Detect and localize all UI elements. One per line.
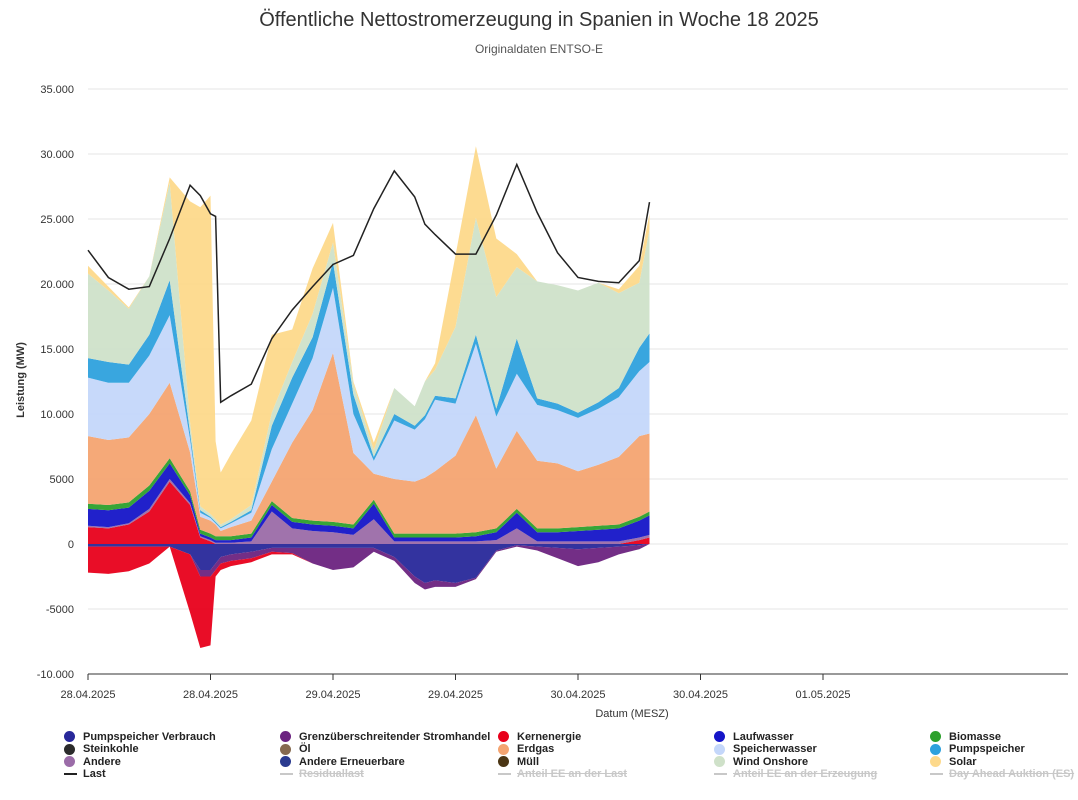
legend-label: Solar	[949, 755, 977, 768]
legend-dot-icon	[930, 731, 941, 742]
legend-line-icon	[714, 773, 727, 775]
legend-dot-icon	[714, 743, 725, 755]
x-tick-label: 30.04.2025	[673, 689, 728, 701]
legend-dot-icon	[498, 743, 509, 755]
generation-area-solar	[88, 146, 650, 525]
legend-label: Pumpspeicher Verbrauch	[83, 730, 216, 743]
chart-title: Öffentliche Nettostromerzeugung in Spani…	[259, 9, 819, 31]
legend-label: Andere	[83, 755, 121, 768]
legend-label: Wind Onshore	[733, 755, 809, 768]
consumption-area-kernenergie	[88, 544, 650, 648]
consumption-area-grenz-berschreitender-stromhandel	[88, 544, 650, 590]
generation-area-biomasse	[88, 458, 650, 541]
chart-plot: -10.000 -5000 0 5000 10.000 15.000 20.000 25.00…	[15, 84, 1068, 720]
generation-area-erdgas	[88, 352, 650, 537]
legend-label: Kernenergie	[517, 730, 582, 743]
chart-subtitle: Originaldaten ENTSO-E	[474, 42, 604, 56]
legend-item[interactable]: Wind Onshore	[714, 755, 808, 768]
axes: -10.000 -5000 0 5000 10.000 15.000 20.000 25.00…	[37, 84, 1068, 701]
legend-item[interactable]: Steinkohle	[64, 743, 139, 756]
legend-item[interactable]: Pumpspeicher	[930, 743, 1025, 756]
legend-item[interactable]: Day Ahead Auktion (ES)	[930, 768, 1074, 781]
generation-area-laufwasser	[88, 463, 650, 543]
legend-line-icon	[498, 773, 511, 775]
legend-item[interactable]: Last	[64, 768, 106, 781]
y-tick-label: 25.000	[40, 214, 74, 226]
legend-label: Biomasse	[949, 730, 1001, 743]
legend-item[interactable]: Speicherwasser	[714, 743, 817, 756]
y-tick-label: 15.000	[40, 344, 74, 356]
legend-dot-icon	[280, 756, 291, 767]
generation-area-kernenergie	[88, 481, 650, 544]
legend-item[interactable]: Solar	[930, 755, 977, 768]
legend-label: Anteil EE an der Last	[517, 768, 628, 780]
legend-item[interactable]: Biomasse	[930, 730, 1001, 743]
y-tick-label: 0	[68, 539, 74, 551]
legend-dot-icon	[714, 756, 725, 767]
y-tick-label: 10.000	[40, 409, 74, 421]
legend-item[interactable]: Anteil EE an der Last	[498, 768, 627, 781]
legend-dot-icon	[714, 731, 725, 742]
legend-dot-icon	[280, 731, 291, 742]
y-tick-label: 35.000	[40, 84, 74, 96]
y-tick-label: -10.000	[37, 669, 74, 681]
legend-label: Grenzüberschreitender Stromhandel	[299, 730, 491, 743]
legend-item[interactable]: Kernenergie	[498, 730, 581, 743]
y-tick-label: 5000	[50, 474, 74, 486]
y-tick-label: -5000	[46, 604, 74, 616]
legend-label: Speicherwasser	[733, 743, 817, 755]
legend-label: Residuallast	[299, 768, 364, 780]
y-tick-label: 20.000	[40, 279, 74, 291]
x-tick-label: 28.04.2025	[60, 689, 115, 701]
generation-area-wind-onshore	[88, 182, 650, 528]
generation-area-speicherwasser	[88, 287, 650, 531]
legend-label: Pumpspeicher	[949, 743, 1025, 755]
load-line	[87, 162, 651, 404]
legend-label: Last	[83, 768, 106, 780]
legend-dot-icon	[64, 743, 75, 755]
x-tick-label: 28.04.2025	[183, 689, 238, 701]
legend-line-icon	[64, 773, 77, 775]
legend-item[interactable]: Andere	[64, 755, 121, 768]
legend-dot-icon	[280, 743, 291, 755]
legend-item[interactable]: Pumpspeicher Verbrauch	[64, 730, 216, 743]
legend-line-icon	[930, 773, 943, 775]
x-axis-title: Datum (MESZ)	[595, 708, 668, 720]
legend-item[interactable]: Anteil EE an der Erzeugung	[714, 768, 877, 781]
consumption-area-pumpspeicher-verbrauch	[88, 544, 650, 583]
legend-dot-icon	[64, 731, 75, 742]
legend-label: Steinkohle	[83, 743, 139, 755]
legend-item[interactable]: Öl	[280, 743, 311, 756]
legend-label: Müll	[517, 755, 539, 768]
x-tick-label: 01.05.2025	[795, 689, 850, 701]
legend-line-icon	[280, 773, 293, 775]
y-axis-title: Leistung (MW)	[15, 342, 27, 418]
legend-label: Laufwasser	[733, 730, 794, 743]
legend-item[interactable]: Residuallast	[280, 768, 364, 781]
legend-label: Erdgas	[517, 743, 555, 755]
x-tick-label: 29.04.2025	[428, 689, 483, 701]
legend-item[interactable]: Laufwasser	[714, 730, 794, 743]
legend-label: Day Ahead Auktion (ES)	[949, 768, 1075, 780]
stacked-areas	[88, 146, 650, 648]
legend-label: Andere Erneuerbare	[299, 755, 405, 768]
legend-item[interactable]: Grenzüberschreitender Stromhandel	[280, 730, 490, 743]
legend-item[interactable]: Erdgas	[498, 743, 554, 756]
legend-dot-icon	[930, 743, 941, 755]
legend-label: Öl	[299, 743, 311, 755]
x-tick-label: 29.04.2025	[305, 689, 360, 701]
x-tick-label: 30.04.2025	[550, 689, 605, 701]
legend-item[interactable]: Andere Erneuerbare	[280, 755, 405, 768]
legend-dot-icon	[498, 756, 509, 767]
legend-dot-icon	[930, 756, 941, 767]
legend-label: Anteil EE an der Erzeugung	[733, 768, 878, 780]
legend-dot-icon	[498, 731, 509, 742]
legend-item[interactable]: Müll	[498, 755, 539, 768]
y-tick-label: 30.000	[40, 149, 74, 161]
legend-dot-icon	[64, 756, 75, 767]
generation-area-andere	[88, 479, 650, 544]
load-line-group	[87, 162, 651, 404]
